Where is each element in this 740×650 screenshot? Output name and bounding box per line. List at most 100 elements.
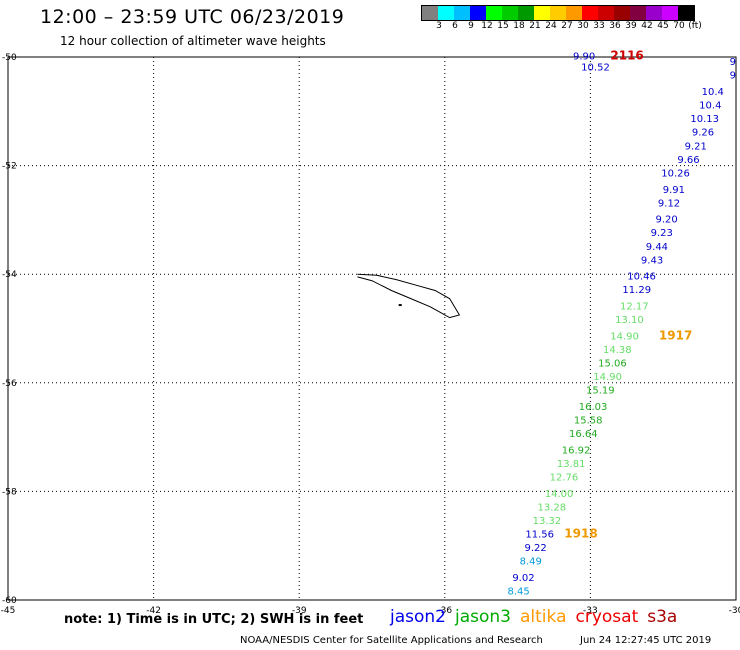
south-georgia-island bbox=[357, 273, 461, 319]
wave-height-label: 15.19 bbox=[586, 386, 615, 397]
small-island bbox=[398, 304, 402, 307]
wave-height-label: 12.76 bbox=[550, 473, 579, 484]
lon-tick-label: -30 bbox=[729, 606, 740, 616]
wave-height-label: 9 bbox=[730, 71, 736, 82]
wave-height-label: 9.12 bbox=[658, 198, 680, 209]
wave-height-label: 14.38 bbox=[603, 345, 632, 356]
color-scale-label: 21 bbox=[529, 21, 541, 31]
lon-tick-label: -33 bbox=[583, 606, 598, 616]
pass-time-label: 2116 bbox=[610, 49, 643, 63]
color-scale-label: 18 bbox=[513, 21, 525, 31]
color-scale-cell bbox=[582, 6, 598, 20]
color-scale-cell bbox=[502, 6, 518, 20]
wave-height-label: 9.20 bbox=[655, 215, 677, 226]
color-scale-label: 15 bbox=[497, 21, 509, 31]
wave-height-label: 8.49 bbox=[520, 557, 542, 568]
color-scale-label: 6 bbox=[452, 21, 458, 31]
lat-tick-label: -56 bbox=[2, 379, 17, 389]
wave-height-label: 9.91 bbox=[663, 185, 685, 196]
color-scale-cell bbox=[438, 6, 454, 20]
satellite-cryosat: cryosat bbox=[575, 607, 639, 627]
color-scale-label: 9 bbox=[468, 21, 474, 31]
wave-height-label: 9.43 bbox=[641, 255, 663, 266]
color-scale-label: 27 bbox=[561, 21, 573, 31]
wave-height-label: 11.56 bbox=[525, 530, 554, 541]
lat-tick-label: -50 bbox=[2, 53, 17, 63]
color-scale-cell bbox=[630, 6, 646, 20]
wave-height-label: 10.4 bbox=[702, 87, 724, 98]
map-note: note: 1) Time is in UTC; 2) SWH is in fe… bbox=[64, 612, 364, 627]
color-scale-label: 36 bbox=[609, 21, 621, 31]
color-scale-label: 12 bbox=[481, 21, 493, 31]
color-scale-label: 3 bbox=[436, 21, 442, 31]
wave-height-label: 10.13 bbox=[690, 114, 719, 125]
wave-height-label: 14.90 bbox=[593, 372, 622, 383]
footer-credit: NOAA/NESDIS Center for Satellite Applica… bbox=[240, 635, 543, 646]
lon-tick-label: -39 bbox=[292, 606, 307, 616]
wave-height-label: 10.26 bbox=[661, 168, 690, 179]
color-scale-label: 39 bbox=[625, 21, 637, 31]
map-frame bbox=[7, 56, 737, 601]
color-scale-cell bbox=[518, 6, 534, 20]
wave-height-label: 9.21 bbox=[685, 141, 707, 152]
pass-time-label: 1917 bbox=[659, 328, 692, 342]
color-scale-label: 45 bbox=[657, 21, 669, 31]
lat-tick-label: -58 bbox=[2, 487, 17, 497]
wave-height-label: 15.58 bbox=[574, 416, 603, 427]
color-scale-cell bbox=[646, 6, 662, 20]
map-subtitle: 12 hour collection of altimeter wave hei… bbox=[60, 34, 326, 48]
satellite-jason3: jason3 bbox=[455, 607, 511, 627]
satellite-jason2: jason2 bbox=[390, 607, 446, 627]
color-scale-cell bbox=[486, 6, 502, 20]
wave-height-label: 8.45 bbox=[507, 587, 529, 598]
color-scale-cell bbox=[470, 6, 486, 20]
wave-height-label: 10.4 bbox=[699, 101, 721, 112]
wave-height-label: 9.90 bbox=[573, 52, 595, 63]
wave-height-label: 15.06 bbox=[598, 359, 627, 370]
wave-height-label: 14.90 bbox=[610, 331, 639, 342]
satellite-altika: altika bbox=[520, 607, 567, 627]
wave-height-label: 13.10 bbox=[615, 315, 644, 326]
color-scale-cell bbox=[598, 6, 614, 20]
color-scale-label: 33 bbox=[593, 21, 605, 31]
wave-height-label: 9.44 bbox=[646, 242, 668, 253]
wave-height-label: 9.22 bbox=[524, 543, 546, 554]
lat-tick-label: -60 bbox=[2, 596, 17, 606]
color-scale-label: 42 bbox=[641, 21, 653, 31]
wave-height-label: 10.46 bbox=[627, 272, 656, 283]
lon-tick-label: -42 bbox=[146, 606, 161, 616]
wave-height-label: 9 bbox=[730, 57, 736, 68]
wave-height-label: 9.66 bbox=[677, 155, 699, 166]
color-scale-label: 70 bbox=[673, 21, 685, 31]
lat-tick-label: -54 bbox=[2, 270, 17, 280]
map-title: 12:00 – 23:59 UTC 06/23/2019 bbox=[40, 6, 345, 28]
generation-timestamp: Jun 24 12:27:45 UTC 2019 bbox=[580, 635, 712, 646]
wave-height-label: 13.32 bbox=[533, 516, 562, 527]
wave-height-label: 13.28 bbox=[537, 502, 566, 513]
wave-height-label: 9.02 bbox=[512, 573, 534, 584]
wave-height-label: 16.64 bbox=[569, 429, 598, 440]
color-scale-label: (ft) bbox=[688, 21, 702, 31]
color-scale-cell bbox=[662, 6, 678, 20]
color-scale-bar bbox=[421, 5, 695, 21]
color-scale-cell bbox=[614, 6, 630, 20]
color-scale-cell bbox=[454, 6, 470, 20]
color-scale-cell bbox=[566, 6, 582, 20]
wave-height-label: 9.23 bbox=[651, 228, 673, 239]
color-scale-cell bbox=[422, 6, 438, 20]
wave-height-label: 16.92 bbox=[562, 445, 591, 456]
color-scale-cell bbox=[550, 6, 566, 20]
satellite-s3a: s3a bbox=[647, 607, 678, 627]
wave-height-label: 12.17 bbox=[620, 301, 649, 312]
color-scale-label: 30 bbox=[577, 21, 589, 31]
color-scale-cell bbox=[678, 6, 694, 20]
wave-height-label: 16.03 bbox=[579, 402, 608, 413]
wave-height-label: 10.52 bbox=[581, 63, 610, 74]
satellite-legend: jason2 jason3 altika cryosat s3a bbox=[390, 607, 686, 627]
color-scale-label: 24 bbox=[545, 21, 557, 31]
wave-height-label: 14.00 bbox=[545, 489, 574, 500]
lon-tick-label: -45 bbox=[1, 606, 16, 616]
lat-tick-label: -52 bbox=[2, 162, 17, 172]
